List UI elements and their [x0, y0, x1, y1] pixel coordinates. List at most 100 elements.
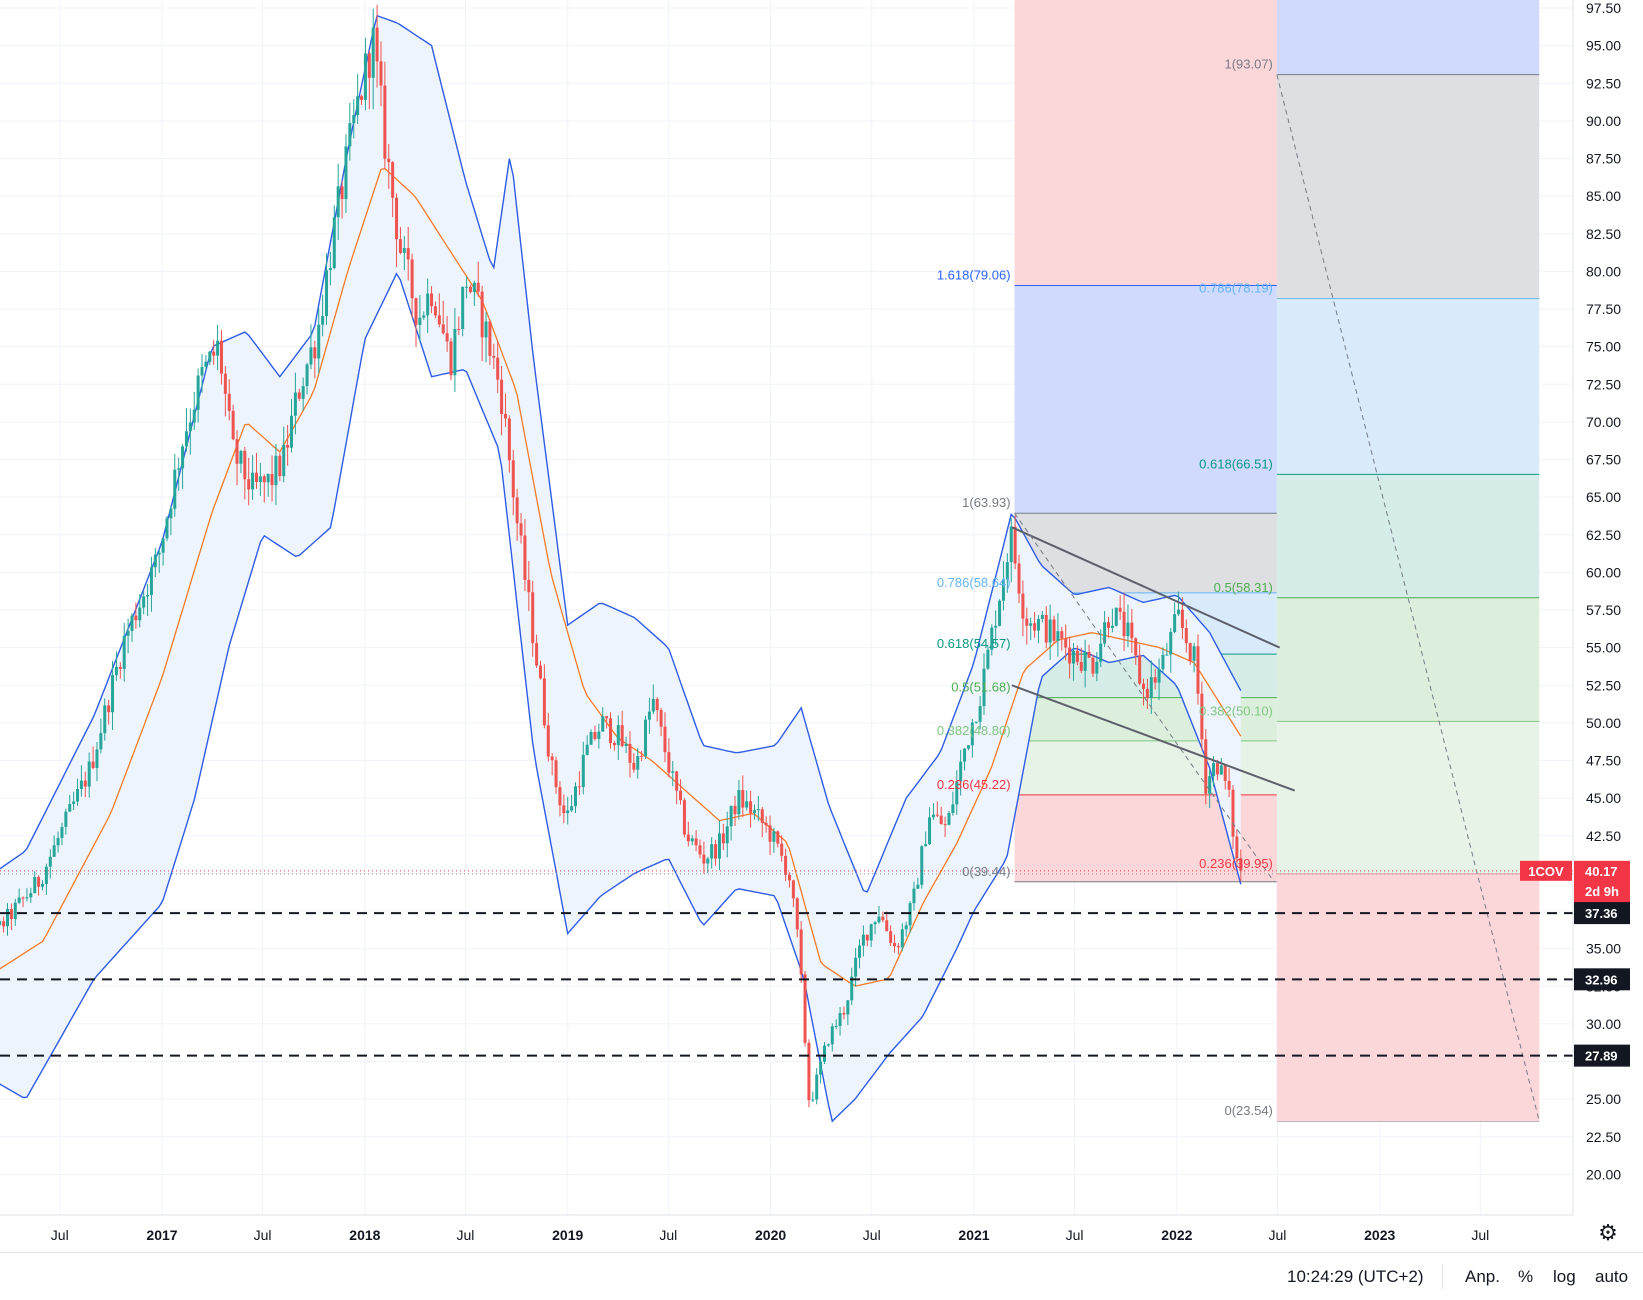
- candle-body: [356, 96, 360, 116]
- candle-body: [503, 413, 507, 419]
- candle-body: [17, 897, 21, 903]
- fib-retracement-level-label: 0.5(51.68): [951, 680, 1010, 695]
- candle-body: [1153, 677, 1157, 683]
- candle-body: [640, 755, 644, 757]
- price-tick-label: 97.50: [1586, 0, 1621, 16]
- candle-body: [581, 754, 585, 788]
- candle-body: [216, 340, 220, 356]
- symbol-tag-text: 1COV: [1528, 864, 1564, 879]
- percent-toggle[interactable]: %: [1518, 1267, 1534, 1286]
- candle-body: [966, 745, 970, 749]
- candle-body: [328, 268, 332, 271]
- adjust-toggle[interactable]: Anp.: [1465, 1267, 1500, 1286]
- candle-body: [317, 324, 321, 359]
- candle-body: [1091, 657, 1095, 674]
- clock-readout[interactable]: 10:24:29 (UTC+2): [1287, 1267, 1424, 1286]
- candle-body: [79, 780, 83, 790]
- candle-body: [1025, 618, 1029, 626]
- candle-body: [1196, 646, 1200, 694]
- fib-extension-zone: [1276, 597, 1540, 722]
- channel-trend-line[interactable]: [1011, 526, 1281, 649]
- candle-body: [515, 497, 519, 524]
- price-tick-label: 57.50: [1586, 602, 1621, 618]
- candle-body: [752, 810, 756, 814]
- candle-body: [947, 812, 951, 825]
- price-tick-label: 80.00: [1586, 263, 1621, 279]
- candle-body: [325, 270, 329, 317]
- candle-body: [468, 286, 472, 293]
- candle-body: [795, 898, 799, 930]
- candle-body: [1048, 619, 1052, 643]
- candle-body: [562, 805, 566, 814]
- trend-drawings[interactable]: [0, 512, 1573, 1057]
- fib-retracement-level-label: 0.382(48.80): [937, 723, 1011, 738]
- bollinger-fill: [0, 15, 1241, 1122]
- candle-body: [410, 259, 414, 299]
- candle-body: [107, 705, 111, 713]
- candle-body: [577, 786, 581, 788]
- candle-body: [686, 834, 690, 842]
- candle-body: [535, 643, 539, 666]
- candle-body: [282, 444, 286, 477]
- candle-body: [822, 1045, 826, 1062]
- time-axis[interactable]: Jul 2017 Jul 2018 Jul 2019 Jul 2020 Jul 2021 Jul 20…: [51, 1227, 1489, 1243]
- candle-body: [679, 790, 683, 801]
- price-tick-label: 55.00: [1586, 640, 1621, 656]
- gear-icon[interactable]: ⚙: [1598, 1220, 1618, 1245]
- candle-body: [130, 615, 134, 631]
- candle-body: [484, 321, 488, 338]
- candle-body: [1110, 625, 1114, 628]
- candle-body: [91, 761, 95, 768]
- fib-retracement-level-label: 0.786(58.64): [937, 575, 1011, 590]
- log-toggle[interactable]: log: [1553, 1267, 1576, 1286]
- chart-canvas[interactable]: 1.618(79.06) 1(63.93) 0.786(58.64) 0.618(54…: [0, 0, 1643, 1252]
- candle-body: [694, 838, 698, 846]
- candle-body: [1021, 593, 1025, 619]
- candle-body: [52, 845, 56, 857]
- candle-body: [1017, 563, 1021, 594]
- candlestick-series: [0, 4, 1243, 1108]
- candle-body: [2, 921, 6, 927]
- auto-toggle[interactable]: auto: [1595, 1267, 1629, 1286]
- candle-body: [445, 333, 449, 342]
- fib-retracement[interactable]: [1014, 0, 1540, 1122]
- candle-body: [885, 920, 889, 932]
- candle-body: [756, 809, 760, 811]
- candle-body: [729, 805, 733, 827]
- candle-body: [896, 946, 900, 948]
- candle-body: [772, 831, 776, 842]
- candle-body: [698, 845, 702, 855]
- price-tick-label: 60.00: [1586, 564, 1621, 580]
- candle-body: [959, 761, 963, 782]
- candle-body: [819, 1061, 823, 1075]
- candle-body: [1235, 836, 1239, 859]
- channel-trend-line[interactable]: [1011, 684, 1296, 792]
- candle-body: [542, 678, 546, 726]
- candle-body: [710, 844, 714, 859]
- moving-average-line: [0, 167, 1242, 987]
- candle-body: [441, 324, 445, 334]
- price-axis[interactable]: 97.50 95.00 92.50 90.00 87.50 85.00 82.50 80.00…: [1586, 0, 1621, 1182]
- candle-body: [165, 518, 169, 539]
- candle-body: [344, 146, 348, 200]
- candle-body: [161, 538, 165, 553]
- candle-body: [433, 306, 437, 316]
- candle-body: [1142, 683, 1146, 689]
- candle-body: [644, 719, 648, 757]
- candle-body: [597, 731, 601, 739]
- fib-retracement-level-label: 1(63.93): [962, 495, 1010, 510]
- candle-body: [387, 158, 391, 163]
- candle-body: [293, 392, 297, 416]
- candle-body: [558, 787, 562, 806]
- candle-body: [266, 474, 270, 483]
- candle-body: [169, 508, 173, 519]
- candle-body: [682, 800, 686, 835]
- candle-body: [900, 929, 904, 948]
- candle-body: [480, 291, 484, 338]
- candle-body: [990, 627, 994, 650]
- candle-body: [908, 903, 912, 926]
- candle-body: [449, 341, 453, 376]
- candle-body: [352, 115, 356, 124]
- price-tick-label: 52.50: [1586, 677, 1621, 693]
- candle-body: [574, 786, 578, 807]
